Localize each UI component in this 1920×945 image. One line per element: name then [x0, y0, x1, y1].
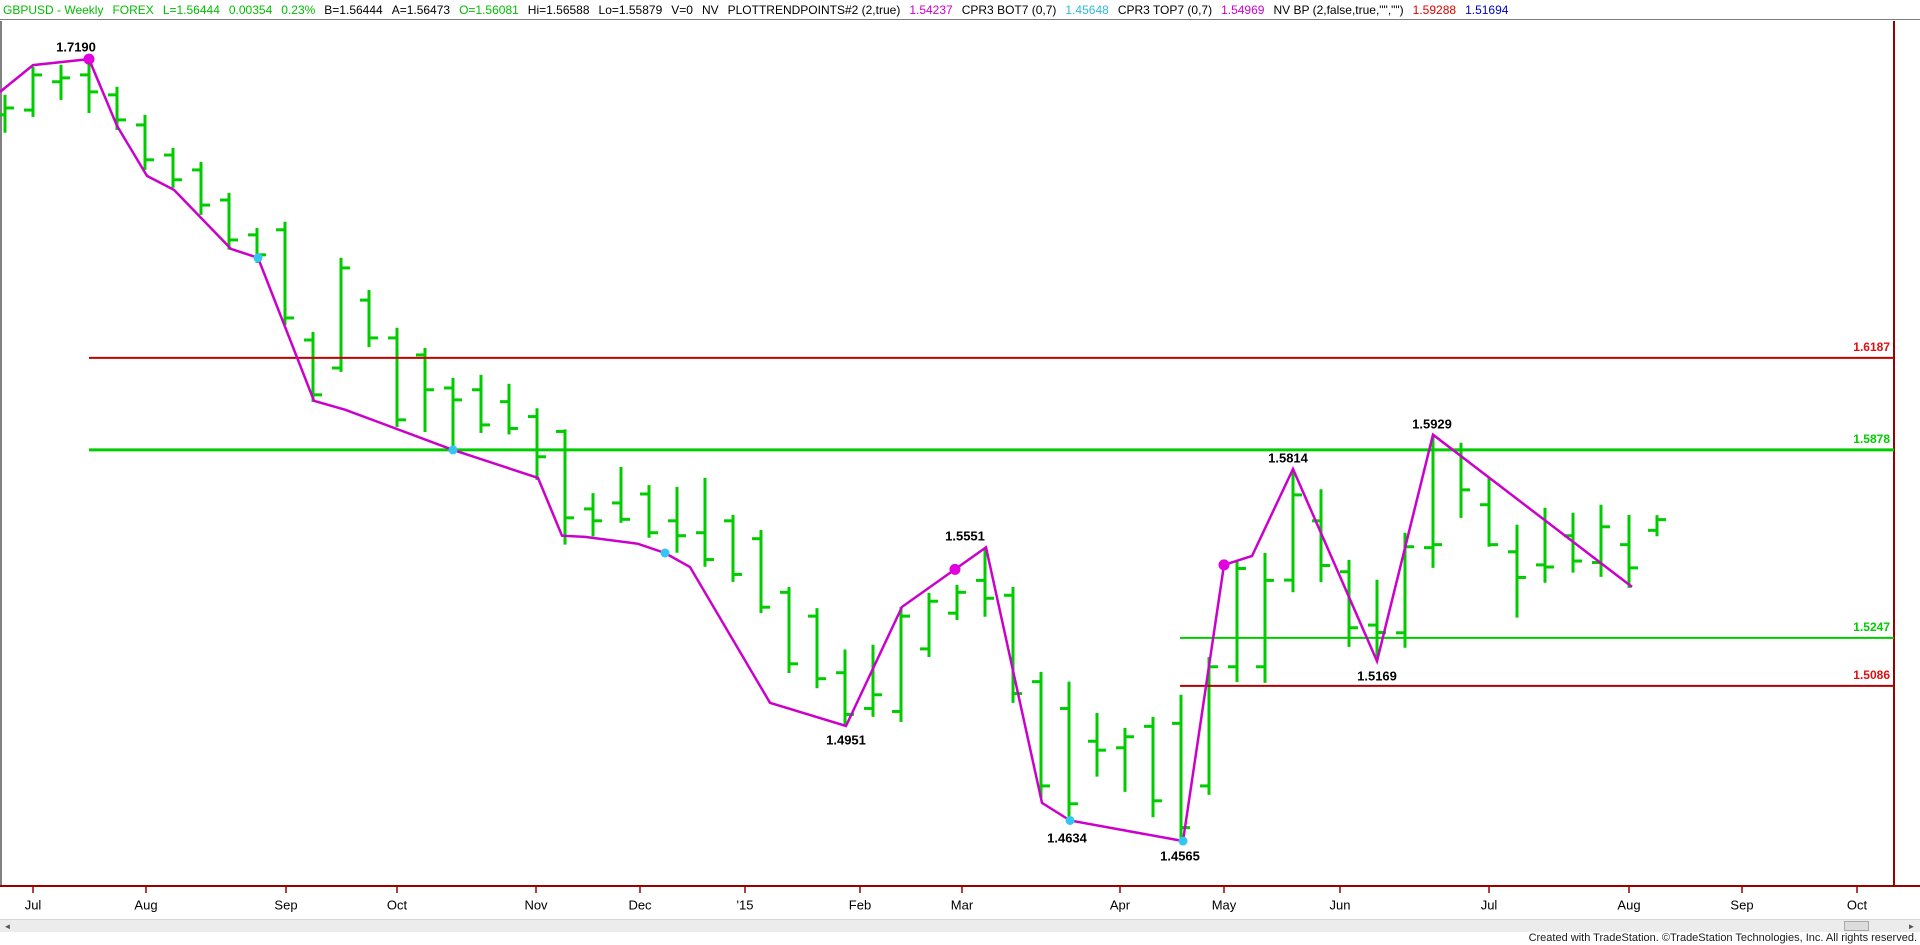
header-segment: 1.54237 — [909, 3, 953, 17]
pivot-dot-cyan — [448, 445, 458, 455]
header-segment: CPR3 BOT7 (0,7) — [961, 3, 1057, 17]
header-segment: NV BP (2,false,true,"","") — [1273, 3, 1404, 17]
status-bar: Created with TradeStation. ©TradeStation… — [0, 932, 1920, 945]
symbol-status-line: GBPUSD - Weekly FOREX L=1.56444 0.00354 0.23… — [0, 0, 1920, 20]
horizontal-scrollbar[interactable]: ◄ ► — [0, 919, 1920, 932]
header-segment: A=1.56473 — [391, 3, 451, 17]
header-segment: 1.59288 — [1412, 3, 1457, 17]
pivot-dot-cyan — [1178, 836, 1188, 846]
pivot-dot-magenta — [949, 563, 961, 575]
header-segment: GBPUSD - Weekly — [3, 3, 104, 17]
pivot-dot-magenta — [1218, 559, 1230, 571]
copyright-text: Created with TradeStation. ©TradeStation… — [1528, 932, 1917, 944]
header-segment: 1.51694 — [1465, 3, 1509, 17]
header-segment: CPR3 TOP7 (0,7) — [1117, 3, 1213, 17]
scrollbar-right-arrow-icon[interactable]: ► — [1907, 922, 1916, 931]
header-segment: PLOTTRENDPOINTS#2 (2,true) — [727, 3, 901, 17]
header-segment: 0.00354 — [228, 3, 273, 17]
scrollbar-thumb[interactable] — [1844, 921, 1869, 931]
scrollbar-left-arrow-icon[interactable]: ◄ — [3, 922, 12, 931]
pivot-dot-cyan — [253, 253, 263, 263]
header-segment: B=1.56444 — [324, 3, 383, 17]
pivot-dot-cyan — [1065, 815, 1075, 825]
header-segment: 0.23% — [281, 3, 316, 17]
pivot-dot-cyan — [660, 548, 670, 558]
header-segment: V=0 — [671, 3, 693, 17]
header-segment: FOREX — [112, 3, 154, 17]
header-segment: 1.45648 — [1065, 3, 1109, 17]
header-segment: 1.54969 — [1221, 3, 1265, 17]
header-segment: Lo=1.55879 — [598, 3, 663, 17]
pivot-dot-magenta — [83, 53, 95, 65]
header-segment: NV — [701, 3, 719, 17]
header-segment: Hi=1.56588 — [527, 3, 590, 17]
header-segment: O=1.56081 — [459, 3, 519, 17]
header-segment: L=1.56444 — [162, 3, 220, 17]
